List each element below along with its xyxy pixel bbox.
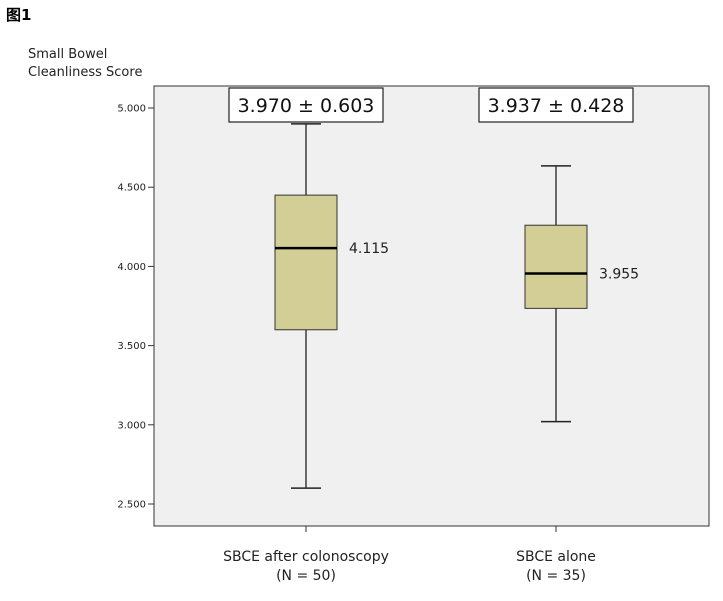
x-category-label: SBCE alone — [516, 549, 596, 565]
mean-sd-label: 3.937 ± 0.428 — [488, 95, 625, 117]
x-n-label: (N = 35) — [526, 568, 586, 584]
plot-area — [153, 85, 710, 527]
y-tick-label: 4.000 — [117, 262, 146, 273]
mean-sd-label: 3.970 ± 0.603 — [238, 95, 375, 117]
mean-sd-box — [228, 87, 384, 123]
box-2: 3.955 3.937 ± 0.428 — [478, 87, 639, 423]
y-axis-label-line-1: Small Bowel — [28, 47, 108, 62]
y-tick-label: 3.500 — [117, 341, 146, 352]
figure-label: 图1 — [6, 6, 32, 24]
box-1: 4.115 3.970 ± 0.603 — [228, 87, 389, 489]
box-iqr — [524, 224, 588, 309]
boxes: 4.115 3.970 ± 0.603 3.955 3.937 ± 0.428 — [228, 87, 639, 489]
x-n-label: (N = 50) — [276, 568, 336, 584]
y-axis-label: Small Bowel Cleanliness Score — [28, 46, 142, 82]
y-tick-label: 2.500 — [117, 500, 146, 511]
x-axis-labels: SBCE after colonoscopy (N = 50) SBCE alone… — [223, 526, 596, 584]
mean-sd-box — [478, 87, 634, 123]
y-axis-label-line-2: Cleanliness Score — [28, 65, 143, 80]
x-category-label: SBCE after colonoscopy — [223, 549, 389, 565]
box-iqr — [274, 194, 338, 331]
y-tick-label: 4.500 — [117, 183, 146, 194]
median-label: 3.955 — [599, 267, 639, 283]
median-label: 4.115 — [349, 241, 389, 257]
y-tick-label: 3.000 — [117, 420, 146, 431]
y-tick-label: 5.000 — [117, 104, 146, 115]
y-axis: 2.500 3.000 3.500 4.000 4.500 5.000 — [117, 104, 154, 511]
